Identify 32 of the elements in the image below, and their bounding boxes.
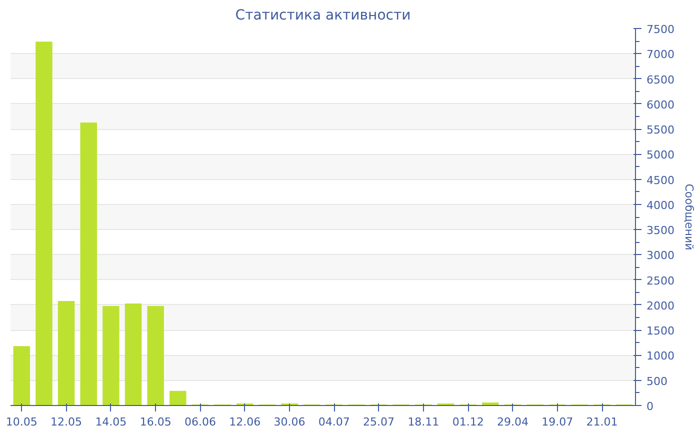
y-tick-label: 500	[646, 374, 668, 388]
x-tick-label: 18.11	[408, 416, 440, 428]
y-axis-title: Сообщений	[682, 184, 696, 250]
y-tick-label: 7000	[646, 48, 674, 62]
y-tick-label: 4500	[646, 174, 674, 187]
x-tick-label: 04.07	[318, 416, 350, 428]
y-tick-label: 3000	[646, 249, 674, 262]
x-tick-label: 14.05	[95, 416, 127, 428]
y-tick-label: 5000	[646, 148, 674, 162]
x-tick-label: 16.05	[140, 416, 172, 428]
x-tick-label: 10.05	[6, 416, 38, 428]
x-tick-label: 12.05	[50, 416, 82, 428]
x-tick-label: 30.06	[274, 416, 306, 428]
y-tick-label: 1000	[646, 350, 674, 363]
y-tick-label: 7500	[646, 23, 674, 36]
x-tick-label: 21.01	[586, 416, 618, 428]
y-tick-label: 6000	[646, 98, 674, 112]
y-tick-label: 0	[646, 400, 654, 413]
y-tick-label: 3500	[646, 224, 674, 238]
x-tick-label: 19.07	[542, 416, 574, 428]
x-tick-label: 01.12	[452, 416, 484, 428]
chart-title: Статистика активности	[235, 8, 411, 24]
y-tick-label: 1500	[646, 324, 674, 338]
x-tick-label: 12.06	[229, 416, 261, 428]
y-tick-label: 2500	[646, 274, 674, 288]
y-tick-label: 2000	[646, 299, 674, 312]
y-tick-label: 6500	[646, 73, 674, 86]
x-tick-label: 29.04	[496, 416, 528, 428]
y-tick-label: 4000	[646, 198, 674, 212]
x-tick-label: 25.07	[363, 416, 395, 428]
y-tick-label: 5500	[646, 124, 674, 137]
x-tick-label: 06.06	[184, 416, 216, 428]
